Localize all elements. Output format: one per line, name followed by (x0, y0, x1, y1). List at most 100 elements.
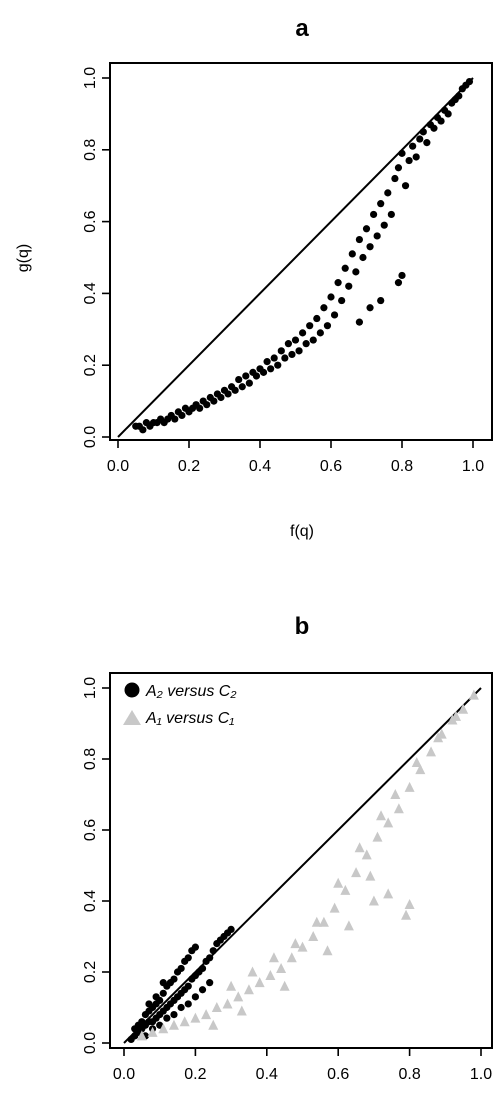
panel-a-series-0-point-56 (330, 311, 339, 319)
panel-a-series-0-point-32 (245, 379, 253, 387)
panel-a-series-0-point-46 (295, 347, 303, 355)
panel-b-series-1-point-53 (365, 870, 376, 881)
panel-b-series-1-point-34 (268, 952, 279, 963)
panel-b-x-tick-label-4: 0.8 (398, 1066, 420, 1083)
panel-b-y-tick-label-5: 1.0 (82, 677, 99, 699)
panel-b-series-1-point-3 (168, 1019, 179, 1030)
panel-b-series-1-point-33 (247, 966, 258, 977)
panel-b-series-0-point-53 (198, 986, 207, 994)
panel-a-series-0-point-30 (238, 383, 246, 391)
panel-a-y-tick-label-3: 0.6 (82, 210, 99, 232)
panel-a-series-0-point-20 (203, 401, 211, 409)
legend-marker-a1-c1 (123, 710, 141, 725)
panel-a-series-0-point-40 (274, 361, 282, 369)
panel-a-series-0-point-59 (341, 264, 349, 272)
panel-a-series-0-point-81 (419, 128, 427, 136)
panel-a-series-0-point-38 (267, 365, 275, 373)
panel-b-series-1-point-8 (222, 998, 233, 1009)
panel-b-series-1-point-42 (433, 732, 444, 743)
panel-b-legend: A₂ versus C₂ A₁ versus C₁ (123, 682, 236, 727)
panel-b-series-1-point-13 (276, 962, 287, 973)
panel-a-series-0-point-42 (281, 354, 289, 362)
panel-b-x-tick-label-3: 0.6 (327, 1066, 349, 1083)
panel-b-series-1-point-20 (351, 867, 362, 878)
panel-a-ylabel: g(q) (15, 244, 32, 272)
panel-a-series-0-point-22 (210, 397, 218, 405)
panel-b-series-1-point-35 (290, 938, 301, 949)
panel-a-series-0-point-52 (316, 329, 324, 337)
panel-a-series-0-point-57 (334, 279, 342, 287)
panel-a-axes: 0.0 0.2 0.4 0.6 0.8 1.0 0.0 0.2 0.4 0.6 0.8 1.0 (82, 62, 493, 475)
panel-b-series-0-point-38 (170, 975, 178, 983)
panel-b-series-1-point-0 (136, 1030, 147, 1041)
panel-a-series-0-point-62 (352, 268, 360, 276)
panel-b-series-1-point-32 (226, 980, 237, 991)
panel-b-series-1-point-24 (393, 803, 404, 814)
panel-b-series-1-point-14 (286, 952, 297, 963)
panel-a-x-tick-label-4: 0.8 (391, 458, 413, 475)
panel-a-series-0-point-26 (224, 390, 232, 398)
panel-b-series-0-point-50 (177, 1003, 185, 1012)
panel-a-series-0-point-91 (455, 92, 463, 100)
panel-b-axes: 0.0 0.2 0.4 0.6 0.8 1.0 0.0 0.2 0.4 0.6 0.8 1.0 (82, 672, 493, 1083)
panel-a-series-0-point-74 (394, 164, 403, 172)
panel-b-series-1-point-45 (404, 899, 415, 910)
panel-a-series-0-point-73 (391, 174, 399, 183)
panel-b-series-1-point-22 (372, 831, 383, 842)
panel-a-series-0-point-11 (171, 415, 179, 423)
panel-a-series-0-point-80 (416, 135, 424, 143)
panel-b-series-1-point-44 (401, 909, 412, 920)
panel-a-y-tick-label-1: 0.2 (82, 354, 99, 376)
panel-a-series-0-point-31 (242, 372, 250, 380)
panel-b-series-1-point-10 (243, 984, 254, 995)
panel-a-series-0-point-94 (465, 77, 474, 86)
panel-b-series-1-point-19 (340, 884, 351, 895)
panel-b-series-0-point-49 (170, 1011, 178, 1019)
panel-a-series-0-point-55 (327, 293, 335, 301)
panel-a-plot-frame (109, 62, 493, 441)
panel-a-series-0-point-45 (291, 336, 300, 344)
panel-a-x-tick-label-3: 0.6 (320, 458, 342, 475)
panel-b-y-tick-label-4: 0.8 (82, 748, 99, 770)
panel-a-series-0-point-18 (196, 404, 204, 412)
panel-a-series-0-point-2 (139, 426, 147, 434)
panel-a-series-0-point-41 (277, 347, 285, 355)
panel-a-x-tick-label-0: 0.0 (107, 458, 129, 475)
panel-b-series-0-point-35 (159, 989, 167, 997)
panel-b-series-0-point-42 (184, 954, 192, 962)
panel-b-series-0-point-57 (145, 1000, 153, 1008)
panel-b-series-0-point-40 (177, 964, 185, 973)
panel-b-title: b (295, 613, 310, 640)
panel-a-series-0-point-60 (345, 282, 353, 290)
panel-a-title: a (295, 15, 309, 42)
panel-a-series-0-point-61 (348, 250, 356, 258)
panel-a-series-0-point-65 (362, 225, 371, 233)
panel-b-series-0-point-23 (209, 947, 217, 955)
panel-a-series-0-point-95 (394, 279, 403, 287)
panel-b-series-1-point-7 (211, 1002, 222, 1012)
panel-b-series-0-point-22 (206, 954, 214, 962)
panel-b-series-0-point-51 (184, 1000, 192, 1008)
panel-b-series-1-point-49 (236, 1005, 247, 1016)
panel-b-series-1-point-16 (308, 931, 319, 941)
panel-b-y-tick-label-1: 0.2 (82, 961, 99, 983)
panel-a-series-0-point-78 (409, 142, 417, 150)
panel-a-series-0-point-58 (338, 296, 346, 305)
panel-a-x-tick-label-5: 1.0 (462, 458, 484, 475)
panel-b-series-1-point-52 (343, 920, 354, 931)
panel-b-series-1-point-43 (451, 710, 462, 721)
panel-a-series-0-point-36 (259, 368, 268, 376)
panel-a-series-0-point-51 (313, 314, 321, 323)
panel-a-series-0-point-64 (359, 253, 367, 262)
panel-b-series-1-point-36 (311, 916, 322, 927)
panel-b-series-0-point-16 (184, 982, 192, 990)
panel-a-reference-line (117, 77, 474, 438)
panel-a-series-0-point-53 (320, 304, 328, 312)
panel-b-series-0-point-58 (152, 993, 160, 1001)
panel-a-series-0-point-79 (412, 153, 420, 161)
panel-a-series-0-point-67 (370, 210, 378, 219)
panel-b-x-tick-label-5: 1.0 (470, 1066, 492, 1083)
panel-a-y-tick-label-0: 0.0 (82, 426, 99, 448)
legend-marker-a2-c2 (124, 682, 140, 698)
